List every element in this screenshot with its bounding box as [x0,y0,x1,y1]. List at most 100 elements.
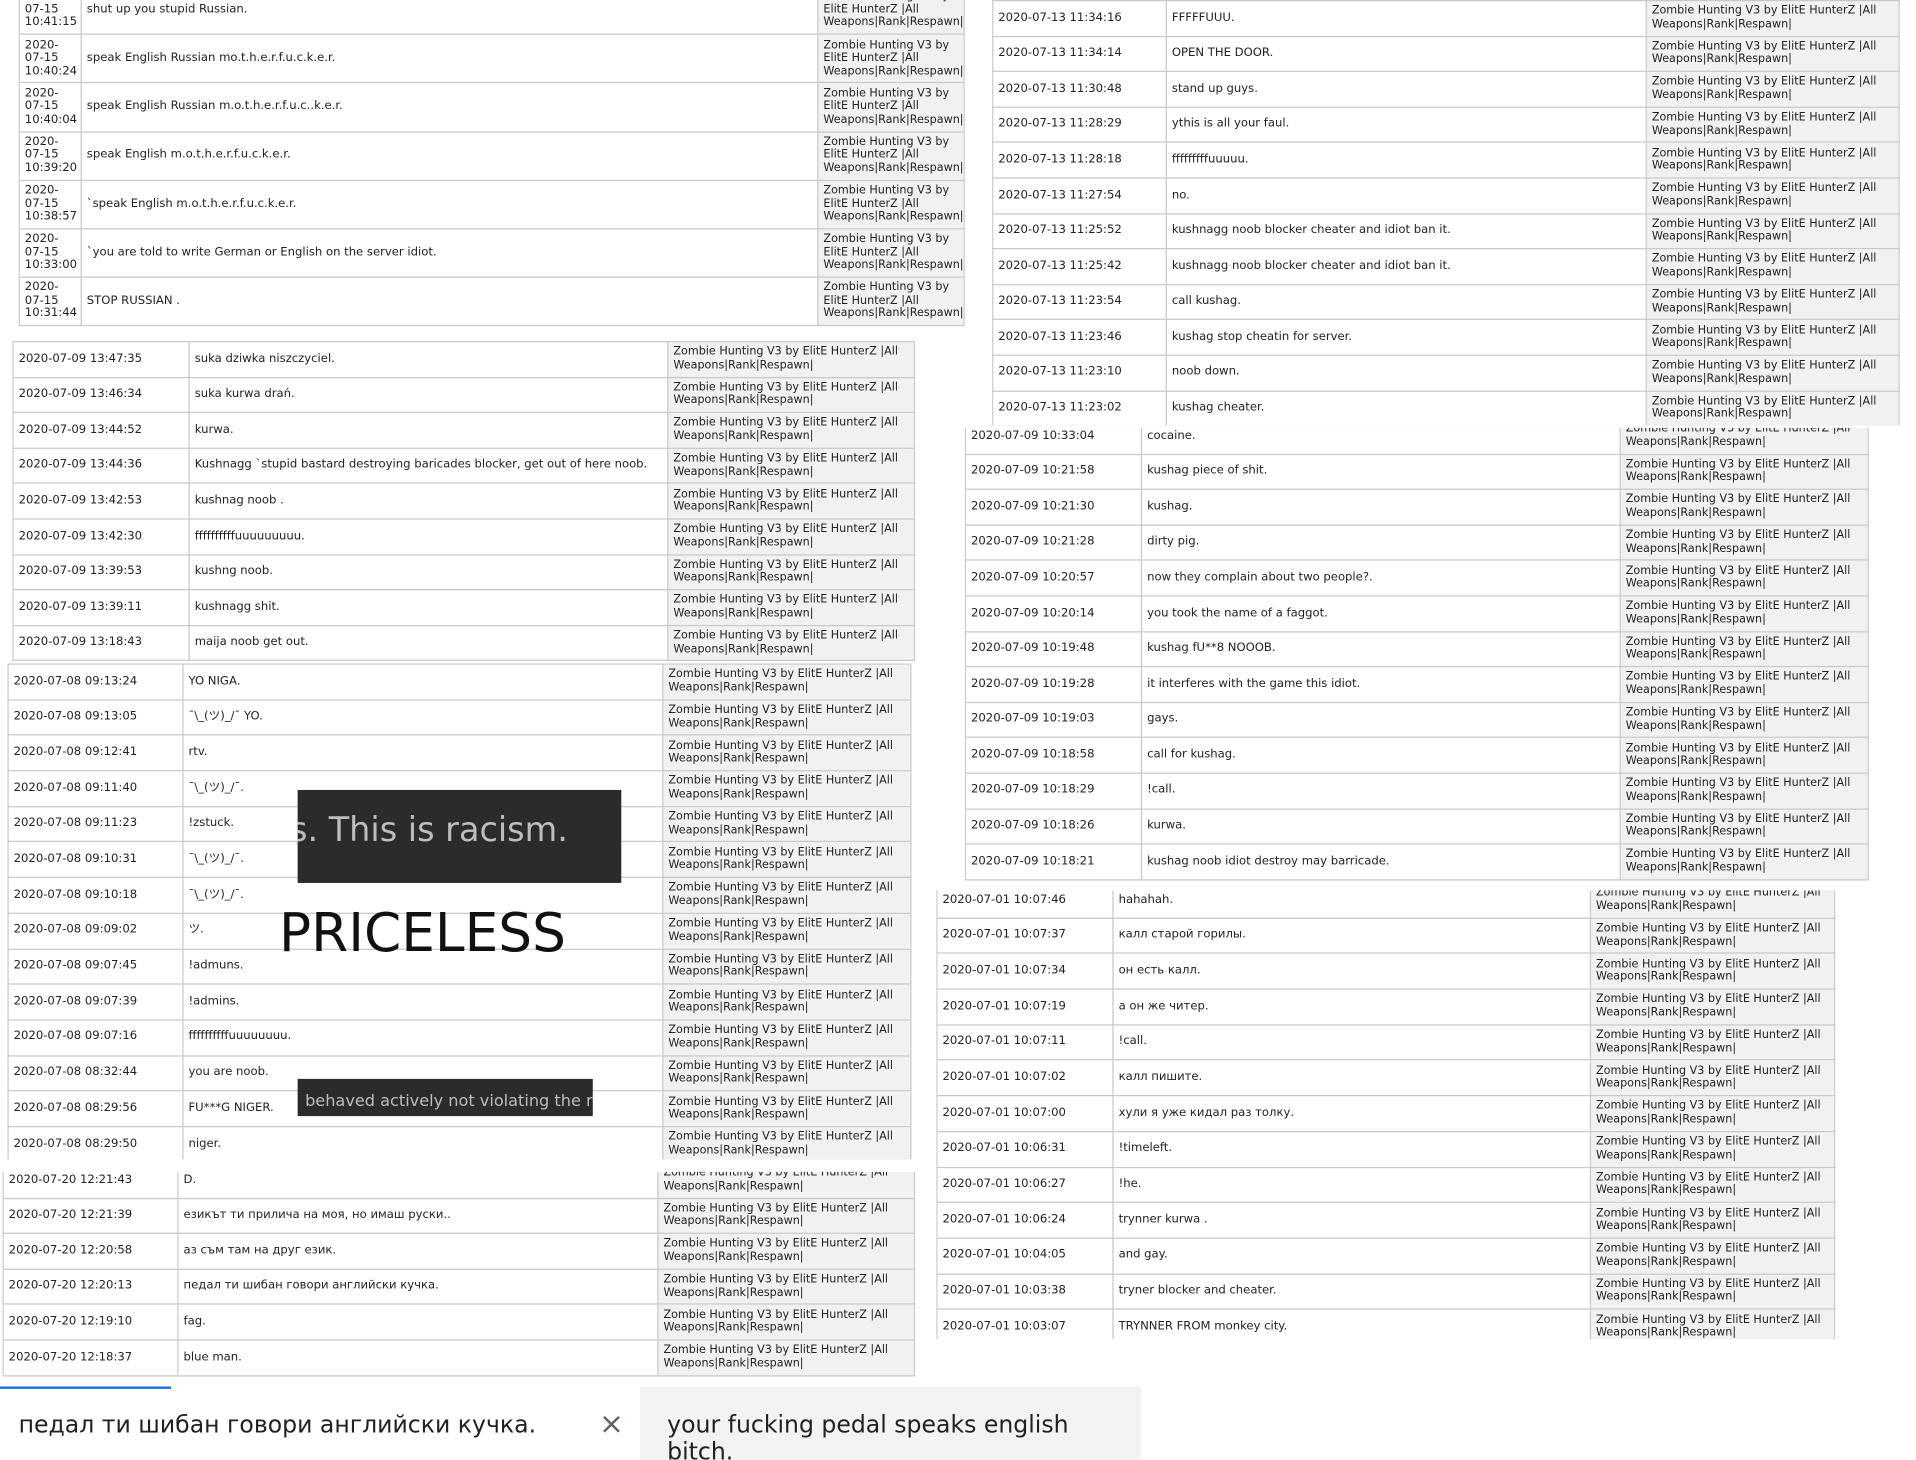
server-name: Zombie Hunting V3 by ElitE HunterZ |All … [667,518,916,556]
message: ythis is all your faul. [1165,106,1647,144]
server-name: Zombie Hunting V3 by ElitE HunterZ |All … [1619,701,1869,739]
server-name: Zombie Hunting V3 by ElitE HunterZ |All … [657,1339,916,1376]
log-row: 2020-07-13 11:34:16 FFFFFUUU. Zombie Hunti… [992,0,1900,37]
log-row: 2020-07-09 10:19:28 it interferes with th… [964,666,1869,703]
log-row: 2020-07-13 11:28:18 fffffffffuuuuu. Zombie… [992,141,1900,179]
message: kushnagg noob blocker cheater and idiot … [1165,248,1647,285]
log-row: 2020-07-20 12:21:43 D. Zombie Hunting V3 b… [2,1171,916,1199]
timestamp: 2020-07-15 10:39:20 [18,130,82,181]
server-name: Zombie Hunting V3 by ElitE HunterZ |All … [1589,1166,1836,1204]
source-text: педал ти шибан говори английски кучка. [18,1411,537,1439]
log-row: 2020-07-09 10:33:04 cocaine. Zombie Huntin… [964,427,1869,455]
log-body: 2020-07-09 10:33:04 cocaine. Zombie Huntin… [964,427,1869,881]
log-row: 2020-07-08 09:12:41 rtv. Zombie Hunting V3… [7,734,912,772]
timestamp: 2020-07-09 10:21:30 [964,488,1143,526]
timestamp: 2020-07-01 10:07:37 [936,917,1114,955]
log-row: 2020-07-13 11:25:52 kushnagg noob blocker… [992,212,1900,250]
log-row: 2020-07-13 11:25:42 kushnagg noob blocker… [992,248,1900,285]
log-row: 2020-07-09 10:18:58 call for kushag. Zombi… [964,737,1869,774]
message: speak English Russian mo.t.h.e.r.f.u.c.k… [80,33,819,84]
timestamp: 2020-07-08 08:29:50 [7,1125,184,1160]
timestamp: 2020-07-08 09:11:23 [7,805,184,843]
message: калл старой горилы. [1112,917,1592,955]
server-name: Zombie Hunting V3 by ElitE HunterZ |All … [1589,1308,1836,1340]
log-row: 2020-07-20 12:20:13 педал ти шибан говори… [2,1268,916,1306]
server-name: Zombie Hunting V3 by ElitE HunterZ |All … [817,130,965,181]
log-row: 2020-07-09 13:39:53 kushng noob. Zombie Hu… [12,553,916,591]
message: FFFFFUUU. [1165,0,1647,37]
message: speak English Russian m.o.t.h.e.r.f.u.c.… [80,82,819,133]
log-row: 2020-07-09 10:19:03 gays. Zombie Hunting V… [964,701,1869,739]
log-row: 2020-07-01 10:07:11 !call. Zombie Hunting … [936,1024,1836,1061]
server-name: Zombie Hunting V3 by ElitE HunterZ |All … [1589,952,1836,990]
timestamp: 2020-07-20 12:18:37 [2,1339,179,1376]
server-name: Zombie Hunting V3 by ElitE HunterZ |All … [657,1232,916,1270]
timestamp: 2020-07-09 10:19:48 [964,630,1143,668]
log-row: 2020-07-08 09:07:39 !admins. Zombie Huntin… [7,983,912,1021]
message: kushag piece of shit. [1140,453,1621,491]
timestamp: 2020-07-01 10:07:11 [936,1024,1114,1061]
message: ¯\_(ツ)_/¯ YO. [182,699,664,736]
clear-button[interactable]: × [598,1406,624,1441]
timestamp: 2020-07-13 11:23:10 [992,354,1167,392]
log-row: 2020-07-08 09:07:45 !admuns. Zombie Huntin… [7,948,912,985]
message: педал ти шибан говори английски кучка. [177,1268,659,1306]
timestamp: 2020-07-01 10:07:34 [936,952,1114,990]
log-row: 2020-07-01 10:07:37 калл старой горилы. Zo… [936,917,1836,955]
timestamp: 2020-07-01 10:06:27 [936,1166,1114,1204]
message: TRYNNER FROM monkey city. [1112,1308,1592,1340]
server-name: Zombie Hunting V3 by ElitE HunterZ |All … [1619,807,1869,845]
timestamp: 2020-07-01 10:07:19 [936,988,1114,1026]
message: tryner blocker and cheater. [1112,1273,1592,1310]
timestamp: 2020-07-20 12:20:58 [2,1232,179,1270]
timestamp: 2020-07-20 12:19:10 [2,1303,179,1341]
server-name: Zombie Hunting V3 by ElitE HunterZ |All … [662,841,912,879]
timestamp: 2020-07-08 08:32:44 [7,1054,184,1092]
log-row: 2020-07-09 13:46:34 suka kurwa drań. Zombi… [12,376,916,414]
message: хули я уже кидал раз толку. [1112,1095,1592,1132]
server-name: Zombie Hunting V3 by ElitE HunterZ |All … [1645,212,1900,250]
message: kushng noob. [188,553,669,591]
log-row: 2020-07-01 10:03:07 TRYNNER FROM monkey c… [936,1308,1836,1340]
server-name: Zombie Hunting V3 by ElitE HunterZ |All … [667,411,916,449]
server-name: Zombie Hunting V3 by ElitE HunterZ |All … [1645,141,1900,179]
log-row: 2020-07-20 12:20:58 аз съм там на друг ез… [2,1232,916,1270]
translate-source[interactable]: педал ти шибан говори английски кучка. × [0,1386,639,1460]
timestamp: 2020-07-09 10:20:57 [964,559,1143,597]
timestamp: 2020-07-09 13:44:36 [12,447,190,485]
timestamp: 2020-07-09 13:39:53 [12,553,190,591]
server-name: Zombie Hunting V3 by ElitE HunterZ |All … [1645,354,1900,392]
message: rtv. [182,734,664,772]
message: shut up you stupid Russian. [80,0,819,35]
timestamp: 2020-07-09 10:20:14 [964,595,1143,632]
log-row: 2020-07-01 10:06:24 trynner kurwa . Zombie… [936,1201,1836,1239]
log-panel: 2020-07-20 12:21:43 D. Zombie Hunting V3 b… [2,1171,916,1383]
timestamp: 2020-07-08 09:13:05 [7,699,184,736]
log-row: 2020-07-09 13:47:35 suka dziwka niszczyci… [12,341,916,378]
log-row: 2020-07-01 10:07:02 калл пишите. Zombie Hu… [936,1059,1836,1097]
server-name: Zombie Hunting V3 by ElitE HunterZ |All … [1645,248,1900,285]
server-name: Zombie Hunting V3 by ElitE HunterZ |All … [817,82,965,133]
timestamp: 2020-07-20 12:21:43 [2,1171,179,1199]
message: OPEN THE DOOR. [1165,35,1647,73]
log-row: 2020-07-09 10:21:30 kushag. Zombie Hunting… [964,488,1869,526]
timestamp: 2020-07-09 10:21:58 [964,453,1143,491]
server-name: Zombie Hunting V3 by ElitE HunterZ |All … [1619,524,1869,561]
message: !he. [1112,1166,1592,1204]
log-row: 2020-07-20 12:18:37 blue man. Zombie Hunti… [2,1339,916,1376]
server-name: Zombie Hunting V3 by ElitE HunterZ |All … [662,948,912,985]
server-name: Zombie Hunting V3 by ElitE HunterZ |All … [667,376,916,414]
message: suka kurwa drań. [188,376,669,414]
message: kurwa. [188,411,669,449]
log-row: 2020-07-15 10:31:44 STOP RUSSIAN . Zombie … [18,276,965,327]
log-panel: 2020-07-13 11:34:16 FFFFFUUU. Zombie Hunti… [992,0,1900,426]
log-row: 2020-07-15 10:40:24 speak English Russian… [18,33,965,84]
timestamp: 2020-07-13 11:34:16 [992,0,1167,37]
message: fffffffffuuuuu. [1165,141,1647,179]
timestamp: 2020-07-09 10:21:28 [964,524,1143,561]
message: STOP RUSSIAN . [80,276,819,327]
server-name: Zombie Hunting V3 by ElitE HunterZ |All … [1619,595,1869,632]
server-name: Zombie Hunting V3 by ElitE HunterZ |All … [1619,843,1869,881]
